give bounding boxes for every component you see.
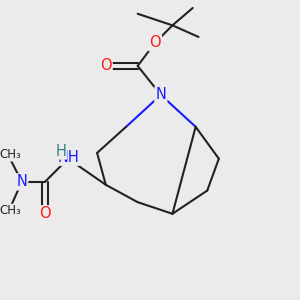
Text: N: N	[16, 174, 27, 189]
Text: CH₃: CH₃	[0, 204, 21, 218]
Text: N: N	[155, 87, 166, 102]
Text: CH₃: CH₃	[0, 148, 21, 161]
Text: O: O	[149, 35, 161, 50]
Text: H: H	[56, 144, 66, 159]
Text: O: O	[100, 58, 112, 74]
Text: O: O	[39, 206, 51, 221]
Text: NH: NH	[57, 150, 79, 165]
